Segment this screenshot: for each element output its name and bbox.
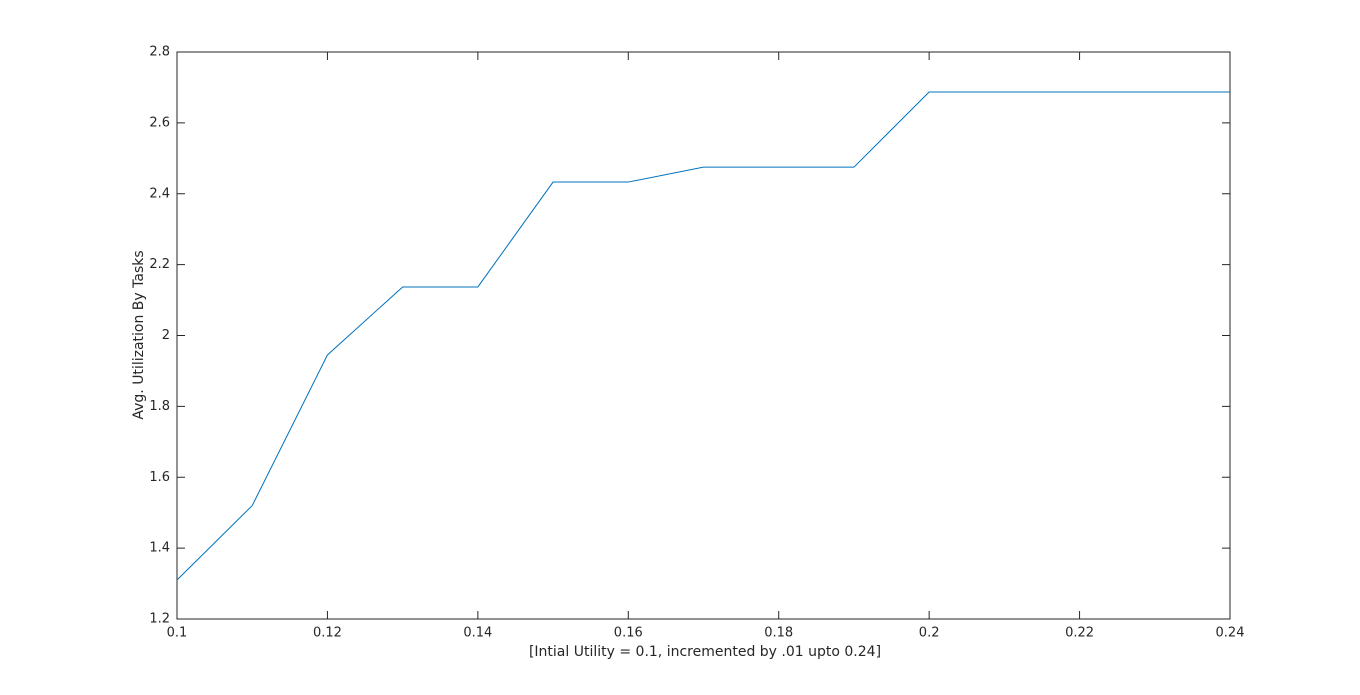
y-tick-label: 2.8 xyxy=(149,45,170,60)
y-tick-label: 2 xyxy=(162,328,170,343)
x-axis-label: [Intial Utility = 0.1, incremented by .0… xyxy=(529,644,881,660)
y-tick-label: 1.8 xyxy=(149,399,170,414)
x-tick-label: 0.22 xyxy=(1065,626,1094,641)
y-tick-label: 2.4 xyxy=(149,186,170,201)
y-tick-label: 2.2 xyxy=(149,257,170,272)
x-tick-label: 0.16 xyxy=(614,626,643,641)
y-tick-label: 2.6 xyxy=(149,115,170,130)
line-series xyxy=(176,91,1230,581)
y-axis-label: Avg. Utilization By Tasks xyxy=(131,250,147,419)
y-tick-label: 1.4 xyxy=(149,541,170,556)
y-tick-label: 1.2 xyxy=(149,612,170,627)
axes-box xyxy=(176,51,1231,620)
x-tick-label: 0.18 xyxy=(764,626,793,641)
x-tick-label: 0.2 xyxy=(919,626,940,641)
x-tick-label: 0.14 xyxy=(463,626,492,641)
x-tick-label: 0.12 xyxy=(313,626,342,641)
x-tick-label: 0.1 xyxy=(167,626,188,641)
y-tick-label: 1.6 xyxy=(149,470,170,485)
x-tick-label: 0.24 xyxy=(1216,626,1245,641)
